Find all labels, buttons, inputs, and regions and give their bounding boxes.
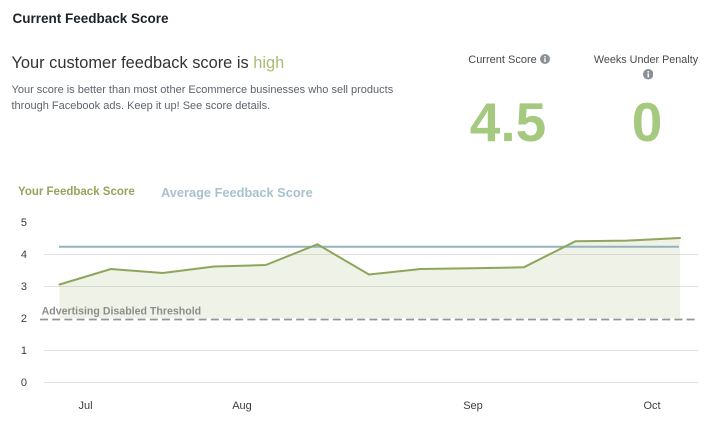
svg-text:0: 0 xyxy=(21,377,27,389)
svg-text:Oct: Oct xyxy=(643,400,660,412)
svg-text:1: 1 xyxy=(21,345,27,357)
svg-text:5: 5 xyxy=(21,217,27,229)
svg-text:Jul: Jul xyxy=(78,400,92,412)
svg-text:3: 3 xyxy=(21,281,27,293)
svg-text:4: 4 xyxy=(21,249,27,261)
svg-text:2: 2 xyxy=(21,313,27,325)
svg-text:Sep: Sep xyxy=(463,400,483,412)
svg-text:Aug: Aug xyxy=(232,400,252,412)
svg-text:Advertising Disabled Threshold: Advertising Disabled Threshold xyxy=(42,306,202,318)
